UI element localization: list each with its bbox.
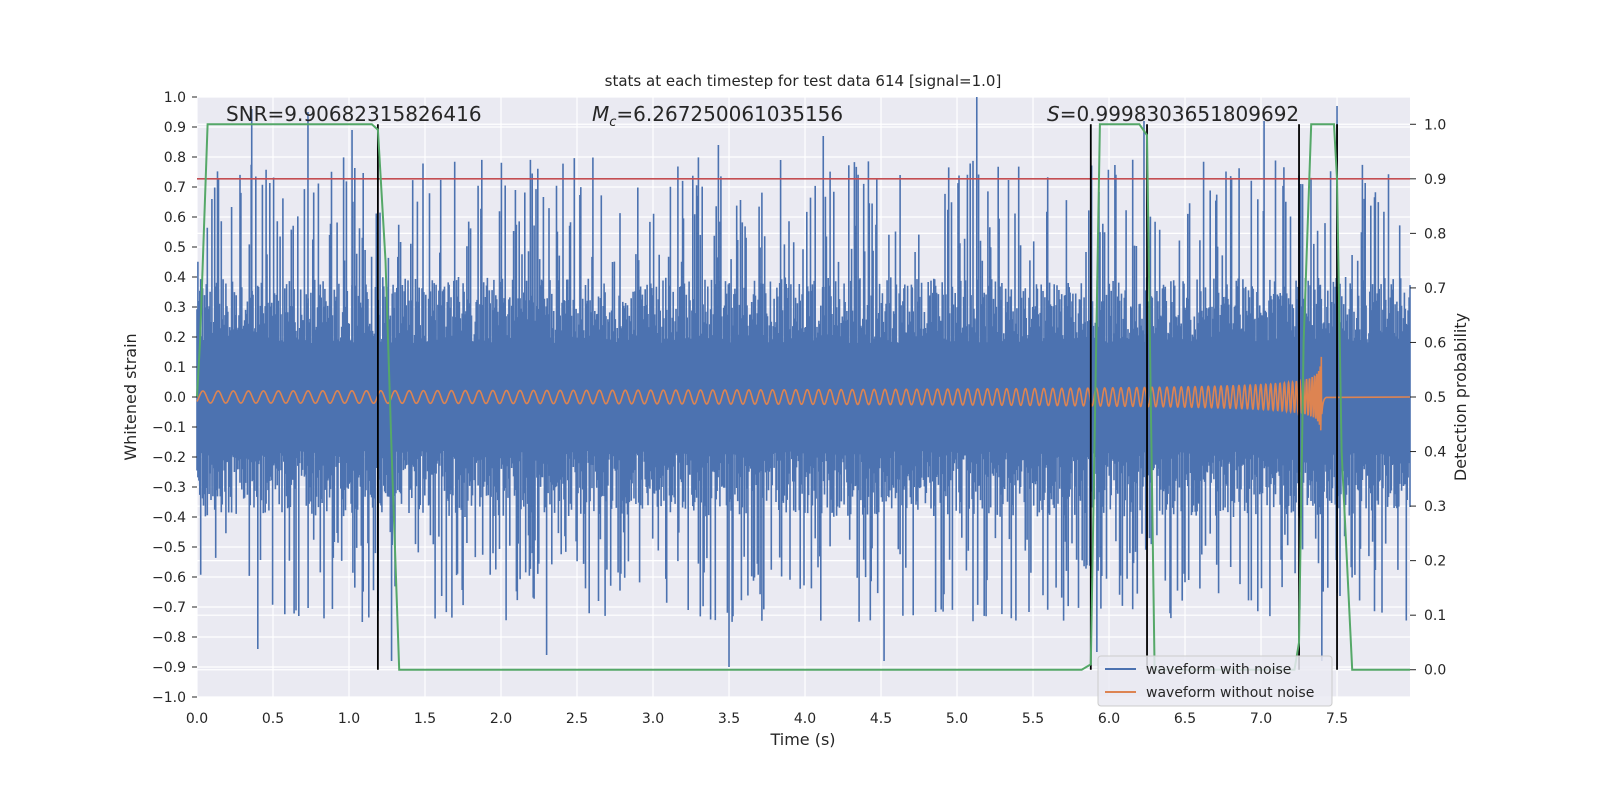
- y-left-tick-label: −0.4: [152, 510, 186, 526]
- y-left-axis-ticks: 1.0 0.9 0.8 0.7 0.6 0.5 0.4 0.3 0.2 0.1 0.0 −0.1 −0.…: [152, 90, 197, 706]
- chirp-mass-symbol: M: [592, 102, 609, 126]
- s-annotation: S=0.9998303651809692: [1047, 102, 1299, 126]
- y-right-tick-label: 1.0: [1424, 117, 1446, 133]
- s-symbol: S: [1047, 102, 1060, 126]
- x-tick-label: 0.0: [186, 711, 208, 727]
- x-tick-label: 4.5: [870, 711, 892, 727]
- chirp-mass-annotation: Mc=6.267250061035156: [592, 102, 843, 130]
- x-tick-label: 1.5: [414, 711, 436, 727]
- y-right-tick-label: 0.3: [1424, 499, 1446, 515]
- chart-title: stats at each timestep for test data 614…: [605, 72, 1002, 90]
- y-right-tick-label: 0.7: [1424, 281, 1446, 297]
- x-tick-label: 2.5: [566, 711, 588, 727]
- probability-line: [196, 123, 1410, 671]
- y-left-tick-label: −0.1: [152, 420, 186, 436]
- y-left-tick-label: 0.3: [164, 300, 186, 316]
- y-left-tick-label: −1.0: [152, 690, 186, 706]
- x-tick-label: 7.5: [1326, 711, 1348, 727]
- x-tick-label: 5.5: [1022, 711, 1044, 727]
- x-tick-label: 4.0: [794, 711, 816, 727]
- y-left-tick-label: 0.9: [164, 120, 186, 136]
- snr-annotation: SNR=9.90682315826416: [226, 102, 482, 126]
- y-left-tick-label: 0.0: [164, 390, 186, 406]
- y-right-tick-label: 0.8: [1424, 226, 1446, 242]
- y-left-tick-label: −0.7: [152, 600, 186, 616]
- y-left-tick-label: 0.8: [164, 150, 186, 166]
- y-right-tick-label: 0.2: [1424, 554, 1446, 570]
- x-tick-label: 6.5: [1174, 711, 1196, 727]
- y-left-tick-label: 0.6: [164, 210, 186, 226]
- s-value: =0.9998303651809692: [1060, 102, 1299, 126]
- y-left-tick-label: −0.3: [152, 480, 186, 496]
- y-left-tick-label: 1.0: [164, 90, 186, 106]
- x-tick-label: 2.0: [490, 711, 512, 727]
- y-left-tick-label: −0.8: [152, 630, 186, 646]
- y-left-tick-label: 0.2: [164, 330, 186, 346]
- x-axis-ticks: 0.0 0.5 1.0 1.5 2.0 2.5 3.0 3.5 4.0 4.5 5.0 5.5 6.0 6…: [186, 711, 1348, 727]
- y-left-tick-label: −0.9: [152, 660, 186, 676]
- chirp-mass-value: =6.267250061035156: [616, 102, 843, 126]
- y-left-tick-label: 0.7: [164, 180, 186, 196]
- x-tick-label: 5.0: [946, 711, 968, 727]
- y-left-tick-label: 0.1: [164, 360, 186, 376]
- probability-curve: [196, 123, 1410, 671]
- x-tick-label: 3.0: [642, 711, 664, 727]
- y-right-tick-label: 0.1: [1424, 608, 1446, 624]
- x-tick-label: 7.0: [1250, 711, 1272, 727]
- y-right-tick-label: 0.4: [1424, 445, 1446, 461]
- y-left-tick-label: −0.5: [152, 540, 186, 556]
- x-tick-label: 3.5: [718, 711, 740, 727]
- legend: waveform with noise waveform without noi…: [1097, 655, 1333, 707]
- y-right-tick-label: 0.6: [1424, 335, 1446, 351]
- x-tick-label: 1.0: [338, 711, 360, 727]
- y-right-axis-ticks: 1.0 0.9 0.8 0.7 0.6 0.5 0.4 0.3 0.2 0.1 0.0: [1410, 117, 1446, 679]
- x-axis-label: Time (s): [769, 730, 835, 749]
- x-tick-label: 6.0: [1098, 711, 1120, 727]
- chirp-mass-subscript: c: [609, 115, 616, 130]
- legend-box: [1097, 655, 1333, 707]
- clean-waveform-line: [196, 356, 1411, 431]
- legend-label-clean: waveform without noise: [1146, 685, 1314, 701]
- clean-waveform: [196, 356, 1411, 431]
- y-right-tick-label: 0.0: [1424, 663, 1446, 679]
- y-right-tick-label: 0.5: [1424, 390, 1446, 406]
- y-left-tick-label: 0.5: [164, 240, 186, 256]
- y-left-tick-label: −0.6: [152, 570, 186, 586]
- y-right-tick-label: 0.9: [1424, 172, 1446, 188]
- vertical-markers: [376, 124, 1338, 670]
- y-right-axis-label: Detection probability: [1451, 313, 1470, 481]
- y-left-axis-label: Whitened strain: [121, 333, 140, 460]
- legend-label-noise: waveform with noise: [1146, 662, 1291, 678]
- x-tick-label: 0.5: [262, 711, 284, 727]
- y-left-tick-label: −0.2: [152, 450, 186, 466]
- y-left-tick-label: 0.4: [164, 270, 186, 286]
